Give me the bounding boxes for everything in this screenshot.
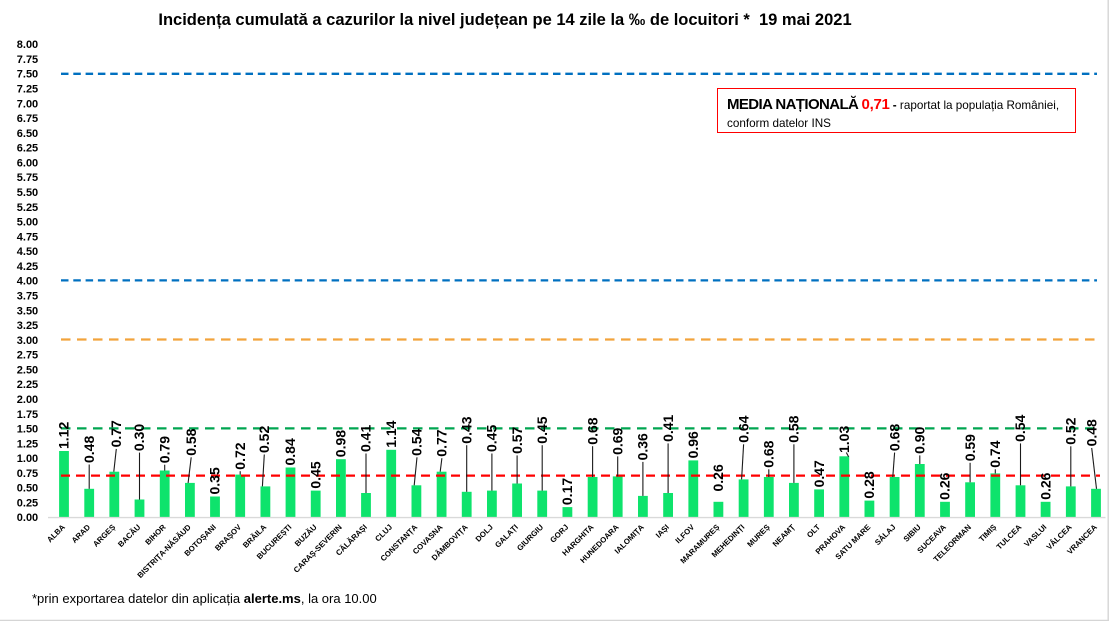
svg-text:0.68: 0.68 xyxy=(886,424,902,451)
svg-text:1.50: 1.50 xyxy=(17,424,38,436)
svg-text:0.25: 0.25 xyxy=(17,498,38,510)
svg-text:0.17: 0.17 xyxy=(559,478,575,505)
svg-text:6.50: 6.50 xyxy=(17,128,38,140)
svg-text:0.52: 0.52 xyxy=(1063,417,1079,444)
svg-text:6.00: 6.00 xyxy=(17,157,38,169)
svg-text:0.41: 0.41 xyxy=(358,425,374,452)
svg-text:ALBA: ALBA xyxy=(45,522,67,544)
svg-text:4.75: 4.75 xyxy=(17,231,38,243)
svg-text:7.25: 7.25 xyxy=(17,84,38,96)
svg-text:0.79: 0.79 xyxy=(156,436,172,463)
svg-text:0.98: 0.98 xyxy=(333,430,349,457)
svg-text:7.50: 7.50 xyxy=(17,69,38,81)
svg-text:BACĂU: BACĂU xyxy=(116,522,143,549)
svg-text:5.50: 5.50 xyxy=(17,187,38,199)
svg-text:BIHOR: BIHOR xyxy=(143,522,167,546)
svg-text:0.69: 0.69 xyxy=(609,427,625,454)
svg-text:1.14: 1.14 xyxy=(383,420,399,447)
svg-text:2.25: 2.25 xyxy=(17,379,38,391)
svg-text:0.58: 0.58 xyxy=(183,428,199,455)
svg-text:1.00: 1.00 xyxy=(17,453,38,465)
svg-text:0.28: 0.28 xyxy=(861,471,877,498)
svg-text:0.64: 0.64 xyxy=(735,415,751,442)
svg-text:0.59: 0.59 xyxy=(962,434,978,461)
svg-text:4.00: 4.00 xyxy=(17,276,38,288)
svg-text:0.48: 0.48 xyxy=(81,436,97,463)
svg-text:3.25: 3.25 xyxy=(17,320,38,332)
svg-text:0.54: 0.54 xyxy=(1012,414,1028,441)
svg-text:DOLJ: DOLJ xyxy=(474,523,495,544)
svg-text:0.84: 0.84 xyxy=(282,438,298,465)
svg-text:3.75: 3.75 xyxy=(17,291,38,303)
svg-text:IAȘI: IAȘI xyxy=(654,523,671,540)
svg-text:0.30: 0.30 xyxy=(131,424,147,451)
svg-text:ARAD: ARAD xyxy=(70,522,93,545)
svg-text:0.26: 0.26 xyxy=(1037,472,1053,499)
svg-text:0.96: 0.96 xyxy=(685,431,701,458)
svg-text:5.25: 5.25 xyxy=(17,202,38,214)
svg-text:0.77: 0.77 xyxy=(434,429,450,456)
svg-text:2.00: 2.00 xyxy=(17,394,38,406)
svg-text:6.75: 6.75 xyxy=(17,113,38,125)
svg-text:7.00: 7.00 xyxy=(17,98,38,110)
svg-text:0.00: 0.00 xyxy=(17,512,38,524)
svg-text:0.50: 0.50 xyxy=(17,483,38,495)
svg-text:1.03: 1.03 xyxy=(836,426,852,453)
svg-text:0.35: 0.35 xyxy=(207,467,223,494)
svg-text:2.75: 2.75 xyxy=(17,350,38,362)
svg-text:ILFOV: ILFOV xyxy=(674,522,697,545)
svg-text:3.50: 3.50 xyxy=(17,305,38,317)
svg-text:1.75: 1.75 xyxy=(17,409,38,421)
svg-text:0.45: 0.45 xyxy=(534,416,550,443)
svg-text:SIBIU: SIBIU xyxy=(902,522,923,543)
svg-text:4.25: 4.25 xyxy=(17,261,38,273)
svg-text:2.50: 2.50 xyxy=(17,364,38,376)
svg-text:0.43: 0.43 xyxy=(458,416,474,443)
svg-text:0.47: 0.47 xyxy=(811,460,827,487)
svg-text:MUREȘ: MUREȘ xyxy=(745,523,771,549)
svg-text:0.45: 0.45 xyxy=(307,461,323,488)
svg-text:0.58: 0.58 xyxy=(786,415,802,442)
svg-text:1.25: 1.25 xyxy=(17,438,38,450)
svg-text:0.57: 0.57 xyxy=(509,426,525,453)
svg-text:4.50: 4.50 xyxy=(17,246,38,258)
svg-text:0.41: 0.41 xyxy=(660,414,676,441)
svg-text:1.12: 1.12 xyxy=(56,422,72,449)
svg-text:TIMIȘ: TIMIȘ xyxy=(977,523,998,544)
svg-text:0.75: 0.75 xyxy=(17,468,38,480)
svg-text:SĂLAJ: SĂLAJ xyxy=(873,523,897,547)
svg-text:0.90: 0.90 xyxy=(912,426,928,453)
svg-text:0.54: 0.54 xyxy=(409,428,425,455)
svg-text:0.26: 0.26 xyxy=(710,464,726,491)
svg-text:BRAȘOV: BRAȘOV xyxy=(213,522,244,553)
svg-text:0.45: 0.45 xyxy=(484,425,500,452)
svg-text:0.68: 0.68 xyxy=(584,417,600,444)
svg-text:OLT: OLT xyxy=(805,522,822,539)
svg-text:5.00: 5.00 xyxy=(17,217,38,229)
svg-text:7.75: 7.75 xyxy=(17,54,38,66)
svg-text:0.74: 0.74 xyxy=(987,440,1003,467)
svg-text:0.77: 0.77 xyxy=(108,420,124,447)
svg-text:0.26: 0.26 xyxy=(937,472,953,499)
svg-text:5.75: 5.75 xyxy=(17,172,38,184)
svg-text:8.00: 8.00 xyxy=(17,39,38,51)
svg-text:0.68: 0.68 xyxy=(761,440,777,467)
svg-text:TULCEA: TULCEA xyxy=(995,522,1024,551)
svg-text:0.72: 0.72 xyxy=(232,442,248,469)
svg-text:6.25: 6.25 xyxy=(17,143,38,155)
svg-text:GIURGIU: GIURGIU xyxy=(515,522,545,552)
svg-text:ARGEȘ: ARGEȘ xyxy=(91,523,117,549)
svg-text:CLUJ: CLUJ xyxy=(373,523,394,544)
svg-text:0.36: 0.36 xyxy=(635,433,651,460)
svg-text:3.00: 3.00 xyxy=(17,335,38,347)
svg-text:NEAMȚ: NEAMȚ xyxy=(771,522,797,548)
svg-text:0.52: 0.52 xyxy=(256,426,272,453)
svg-text:0.48: 0.48 xyxy=(1083,419,1099,446)
svg-text:GORJ: GORJ xyxy=(548,523,570,545)
